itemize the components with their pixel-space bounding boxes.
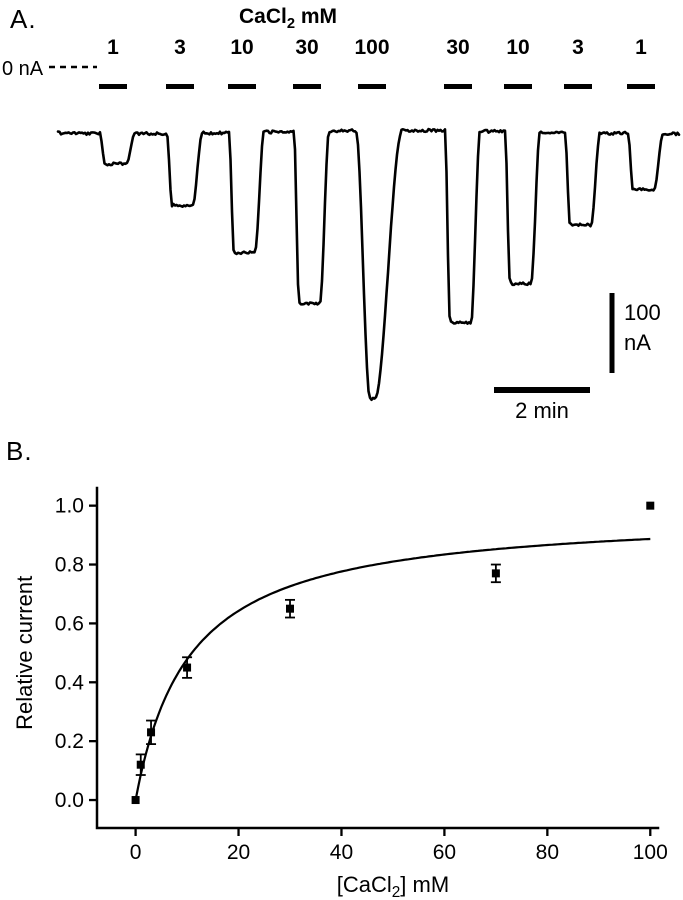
current-trace bbox=[56, 127, 681, 402]
y-tick-label: 0.6 bbox=[55, 612, 84, 635]
x-tick-label: 60 bbox=[433, 841, 456, 864]
x-tick-label: 40 bbox=[330, 841, 353, 864]
application-bar bbox=[627, 84, 655, 89]
x-tick-label: 0 bbox=[130, 841, 142, 864]
zero-current-label: 0 nA bbox=[2, 58, 44, 80]
y-tick-label: 1.0 bbox=[55, 495, 84, 518]
current-scalebar-unit: nA bbox=[624, 330, 651, 355]
x-tick-label: 100 bbox=[633, 841, 668, 864]
data-point bbox=[131, 796, 140, 805]
axes bbox=[95, 486, 660, 830]
application-bar bbox=[166, 84, 194, 89]
concentration-label: 30 bbox=[295, 36, 318, 59]
y-tick-label: 0.4 bbox=[55, 671, 85, 694]
y-tick-label: 0.0 bbox=[55, 789, 84, 812]
data-point bbox=[147, 728, 156, 737]
panel-b-label: B. bbox=[6, 436, 33, 466]
application-bar bbox=[228, 84, 256, 89]
concentration-label: 1 bbox=[635, 36, 647, 59]
data-point bbox=[491, 569, 500, 578]
x-axis-title: [CaCl2] mM bbox=[337, 872, 449, 900]
panel-a-trace-chart: CaCl2 mM 1 3 10 30 100 30 10 3 1 0 nA 100 nA 2 min bbox=[2, 5, 681, 423]
data-point bbox=[646, 501, 655, 510]
panel-a-label: A. bbox=[10, 4, 37, 34]
application-bar bbox=[293, 84, 321, 89]
concentration-label: 3 bbox=[572, 36, 584, 59]
panel-b-dose-response-chart: 0.0 0.2 0.4 0.6 0.8 1.0 0 20 40 60 80 100 Relative c… bbox=[12, 486, 668, 900]
application-bar bbox=[564, 84, 592, 89]
application-bar bbox=[504, 84, 532, 89]
x-tick-label: 80 bbox=[536, 841, 559, 864]
concentration-label: 3 bbox=[174, 36, 186, 59]
concentration-label: 100 bbox=[354, 36, 389, 59]
data-point bbox=[286, 604, 295, 613]
data-point bbox=[136, 760, 145, 769]
application-bar bbox=[99, 84, 127, 89]
time-scalebar-label: 2 min bbox=[515, 398, 569, 423]
y-tick-label: 0.8 bbox=[55, 554, 84, 577]
x-tick-label: 20 bbox=[227, 841, 250, 864]
concentration-label: 10 bbox=[506, 36, 529, 59]
fit-curve bbox=[134, 537, 651, 801]
concentration-label: 10 bbox=[230, 36, 253, 59]
panel-a-title: CaCl2 mM bbox=[239, 5, 337, 32]
y-axis-title: Relative current bbox=[12, 576, 37, 730]
concentration-label: 1 bbox=[107, 36, 119, 59]
current-scalebar-value: 100 bbox=[624, 300, 661, 325]
data-point bbox=[183, 663, 192, 672]
application-bar bbox=[444, 84, 472, 89]
application-bar bbox=[358, 84, 386, 89]
concentration-label: 30 bbox=[446, 36, 469, 59]
y-tick-label: 0.2 bbox=[55, 730, 84, 753]
